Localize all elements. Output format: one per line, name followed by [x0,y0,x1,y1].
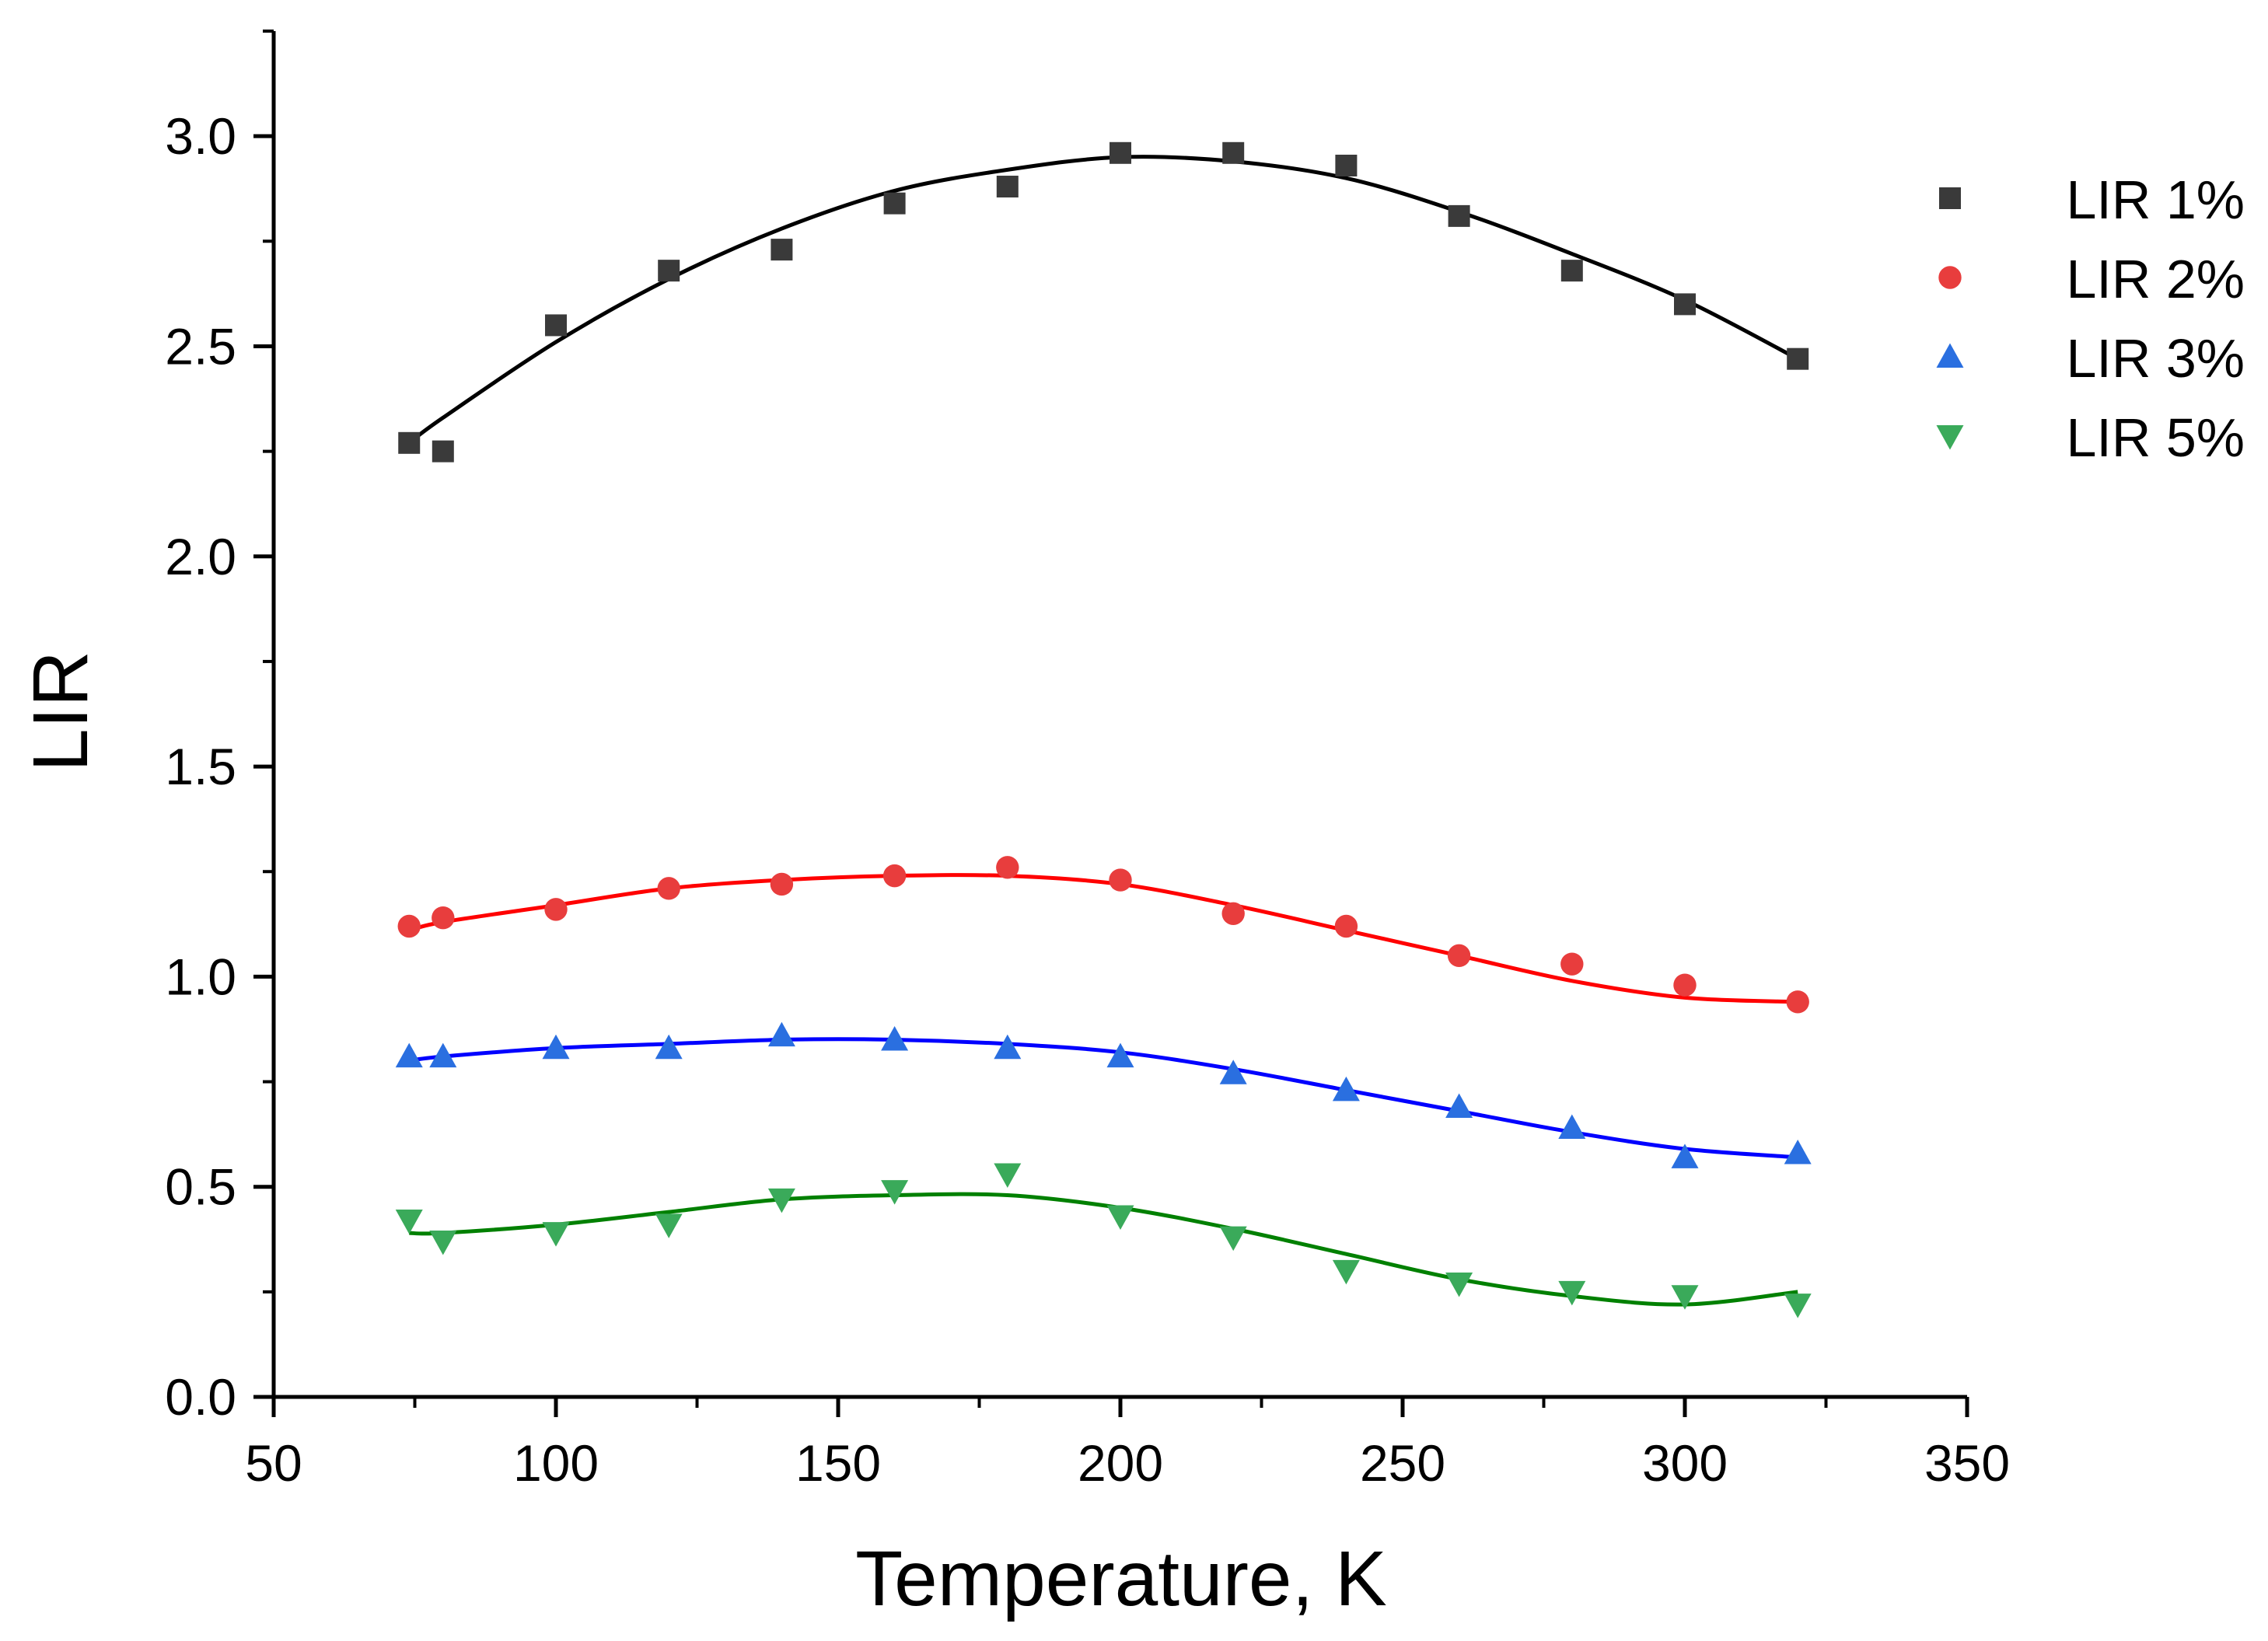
legend-label-lir-2: LIR 2% [2066,249,2245,309]
data-point-lir-1 [432,440,454,463]
legend-label-lir-3: LIR 3% [2066,328,2245,389]
legend-marker-lir-5 [1936,425,1964,450]
data-point-lir-5 [655,1213,683,1238]
data-point-lir-1 [398,431,421,454]
y-tick-label: 3.0 [165,107,236,165]
data-point-lir-3 [395,1042,423,1068]
data-markers [395,141,1812,1318]
data-point-lir-3 [1219,1060,1247,1084]
data-point-lir-2 [1109,868,1132,892]
data-point-lir-2 [1673,973,1697,997]
data-point-lir-5 [1106,1205,1134,1231]
data-point-lir-5 [1671,1285,1699,1310]
data-point-lir-1 [658,260,680,282]
y-tick-label: 1.5 [165,738,236,795]
fit-curves [407,155,1799,1307]
y-tick-label: 2.5 [165,317,236,375]
data-point-lir-5 [395,1209,423,1234]
data-point-lir-5 [542,1222,570,1247]
data-point-lir-3 [1784,1139,1812,1164]
data-point-lir-3 [1671,1143,1699,1168]
x-tick-label: 100 [513,1434,599,1492]
data-point-lir-1 [1787,347,1809,370]
data-point-lir-2 [432,906,455,930]
data-point-lir-2 [996,856,1019,879]
data-point-lir-3 [767,1021,795,1047]
data-point-lir-2 [1221,902,1245,925]
data-point-lir-5 [1445,1273,1473,1297]
y-axis-title: LIR [17,651,104,772]
data-point-lir-2 [1334,914,1358,938]
data-point-lir-2 [397,914,421,938]
data-point-lir-5 [994,1163,1022,1188]
y-tick-label: 0.5 [165,1158,236,1216]
data-point-lir-1 [1110,141,1131,164]
data-point-lir-5 [429,1230,457,1255]
data-point-lir-5 [881,1180,909,1205]
fit-curve-lir-3 [408,1037,1798,1160]
fit-curve-lir-1 [407,155,1799,445]
legend-marker-lir-1 [1939,187,1961,209]
data-point-lir-3 [994,1034,1022,1060]
x-tick-label: 350 [1924,1434,2010,1492]
y-tick-label: 0.0 [165,1368,236,1426]
data-point-lir-5 [767,1188,795,1213]
data-point-lir-5 [1219,1226,1247,1252]
data-point-lir-3 [1106,1042,1134,1068]
legend-marker-lir-3 [1936,343,1964,368]
data-point-lir-2 [1560,952,1584,976]
data-point-lir-1 [545,314,567,337]
data-point-lir-1 [1448,204,1470,227]
data-point-lir-1 [1222,141,1245,164]
legend-label-lir-5: LIR 5% [2066,407,2245,468]
x-axis-title: Temperature, K [855,1535,1387,1622]
x-tick-label: 50 [245,1434,302,1492]
data-point-lir-5 [1558,1280,1586,1306]
data-point-lir-3 [542,1034,570,1060]
data-point-lir-1 [883,192,906,215]
data-point-lir-2 [544,898,568,921]
x-tick-label: 200 [1078,1434,1163,1492]
data-point-lir-1 [1335,154,1358,176]
y-tick-label: 1.0 [165,948,236,1005]
data-point-lir-3 [881,1025,909,1051]
data-point-lir-3 [1558,1114,1586,1140]
fit-curve-lir-5 [409,1192,1798,1307]
data-point-lir-1 [1560,260,1583,282]
fit-curve-lir-2 [408,873,1798,1004]
data-point-lir-2 [1447,944,1471,968]
data-point-lir-3 [1445,1093,1473,1118]
legend-label-lir-1: LIR 1% [2066,169,2245,230]
data-point-lir-3 [655,1034,683,1060]
data-point-lir-2 [770,872,794,896]
data-point-lir-1 [771,239,793,261]
data-point-lir-3 [429,1042,457,1068]
data-point-lir-2 [657,877,680,900]
legend-marker-lir-2 [1938,266,1962,289]
data-point-lir-1 [996,176,1019,198]
x-tick-label: 300 [1642,1434,1728,1492]
data-point-lir-5 [1332,1259,1360,1285]
data-point-lir-3 [1332,1076,1360,1102]
data-point-lir-2 [882,864,907,888]
data-point-lir-1 [1674,293,1696,316]
axes: 50 100 150 200 250 300 350 0.0 0.5 1.0 1.5 2.0 2.5 3.… [165,30,2010,1492]
x-tick-label: 150 [795,1434,881,1492]
x-tick-label: 250 [1360,1434,1445,1492]
data-point-lir-2 [1786,990,1809,1014]
y-tick-label: 2.0 [165,528,236,585]
legend: LIR 1% LIR 2% LIR 3% LIR 5% [1936,169,2245,468]
data-point-lir-5 [1784,1294,1812,1318]
